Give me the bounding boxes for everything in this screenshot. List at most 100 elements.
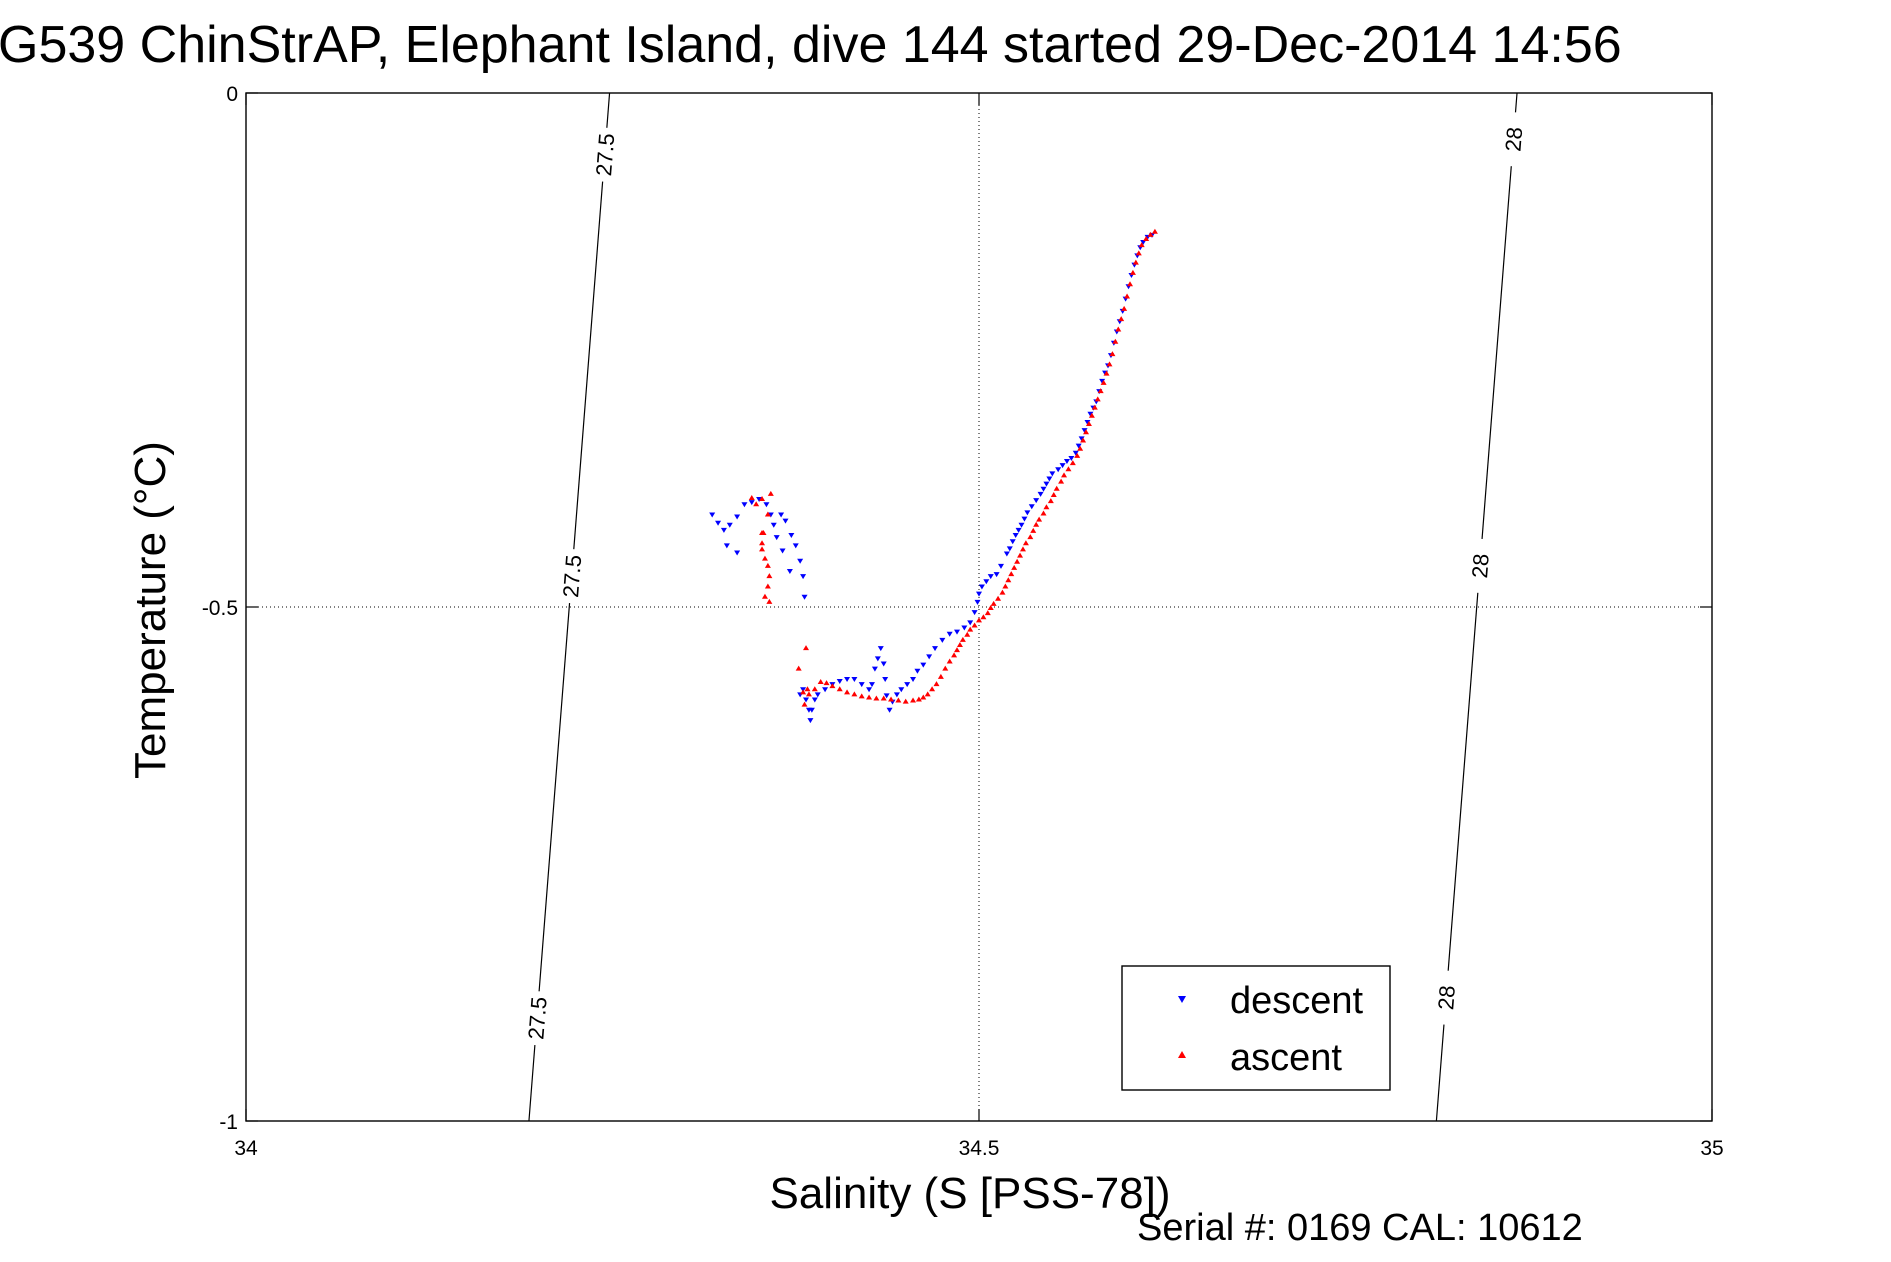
descent-point (1024, 510, 1031, 516)
ascent-point (873, 695, 880, 701)
descent-point (974, 599, 981, 605)
descent-point (1075, 443, 1082, 449)
ascent-point (1129, 269, 1136, 275)
ascent-point (1088, 412, 1095, 418)
descent-point (773, 535, 780, 541)
ascent-point (1074, 452, 1081, 458)
descent-point (926, 654, 933, 660)
descent-point (1015, 527, 1022, 533)
descent-point (893, 692, 900, 698)
descent-point (1140, 240, 1147, 246)
ascent-point (933, 681, 940, 687)
ascent-point (1019, 546, 1026, 552)
ascent-point (946, 658, 953, 664)
ascent-point (764, 562, 771, 568)
ascent-point (924, 691, 931, 697)
descent-point (880, 661, 887, 667)
ascent-point (1069, 460, 1076, 466)
descent-point (715, 520, 722, 526)
ascent-series (748, 228, 1158, 707)
descent-point (993, 572, 1000, 578)
density-contour-label: 27.5 (590, 126, 619, 183)
ascent-point (1147, 231, 1154, 237)
ascent-point (1115, 326, 1122, 332)
ascent-point (851, 691, 858, 697)
descent-point (770, 522, 777, 528)
ascent-point (1014, 558, 1021, 564)
descent-point (788, 533, 795, 539)
ascent-point (967, 626, 974, 632)
density-contour-line (1435, 92, 1518, 1122)
descent-point (1037, 491, 1044, 497)
ascent-point (929, 686, 936, 692)
density-contour-line (528, 92, 611, 1122)
ascent-point (980, 614, 987, 620)
ascent-point (829, 683, 836, 689)
density-contour-label: 28 (1431, 969, 1461, 1026)
descent-point (877, 646, 884, 652)
descent-point (987, 574, 994, 580)
descent-point (954, 629, 961, 635)
descent-point (1043, 481, 1050, 487)
ascent-point (1033, 521, 1040, 527)
ascent-point (1043, 504, 1050, 510)
descent-point (914, 668, 921, 674)
ascent-point (956, 642, 963, 648)
ascent-point (895, 697, 902, 703)
x-tick-label: 34.5 (959, 1137, 1000, 1160)
descent-point (805, 707, 812, 713)
svg-text:28: 28 (1433, 984, 1460, 1010)
ascent-point (760, 529, 767, 535)
ascent-point (767, 490, 774, 496)
descent-point (997, 563, 1004, 569)
legend-marker-ascent (1178, 1051, 1186, 1058)
legend-box (1121, 965, 1391, 1091)
svg-text:28: 28 (1467, 553, 1494, 579)
descent-point (868, 682, 875, 688)
descent-point (779, 548, 786, 554)
ascent-point (959, 636, 966, 642)
ascent-point (759, 540, 766, 546)
descent-series (709, 232, 1155, 724)
ascent-point (1005, 577, 1012, 583)
descent-point (709, 512, 716, 518)
ascent-point (1040, 510, 1047, 516)
x-axis-label: Salinity (S [PSS-78]) (769, 1169, 1170, 1218)
ascent-point (1030, 527, 1037, 533)
axis-ticks: 34 34.5 35 -1 -0.5 0 (202, 83, 1724, 1160)
descent-point (866, 687, 873, 693)
ascent-point (766, 573, 773, 579)
descent-point (978, 584, 985, 590)
ascent-point (971, 622, 978, 628)
ascent-point (990, 600, 997, 606)
descent-point (886, 707, 893, 713)
ascent-point (1103, 370, 1110, 376)
ascent-point (1094, 396, 1101, 402)
descent-point (801, 594, 808, 600)
ascent-point (748, 495, 755, 501)
descent-point (803, 697, 810, 703)
legend-marker-descent (1178, 996, 1186, 1003)
grid-lines (246, 93, 1712, 1121)
descent-point (1012, 533, 1019, 539)
svg-text:28: 28 (1500, 126, 1527, 152)
ascent-point (964, 631, 971, 637)
ascent-point (1085, 421, 1092, 427)
ascent-point (1036, 516, 1043, 522)
ascent-point (1077, 445, 1084, 451)
descent-point (1068, 455, 1075, 461)
density-contour-label: 28 (1465, 538, 1495, 594)
descent-point (932, 646, 939, 652)
descent-point (883, 693, 890, 699)
ascent-point (1121, 305, 1128, 311)
descent-point (767, 512, 774, 518)
density-contour-label: 27.5 (557, 548, 586, 605)
descent-point (800, 574, 807, 580)
chart-legend: descent ascent (1121, 965, 1391, 1091)
ascent-point (811, 686, 818, 692)
descent-point (851, 676, 858, 682)
y-tick-label: 0 (226, 83, 238, 106)
ascent-point (995, 595, 1002, 601)
descent-point (811, 697, 818, 703)
ascent-point (761, 593, 768, 599)
